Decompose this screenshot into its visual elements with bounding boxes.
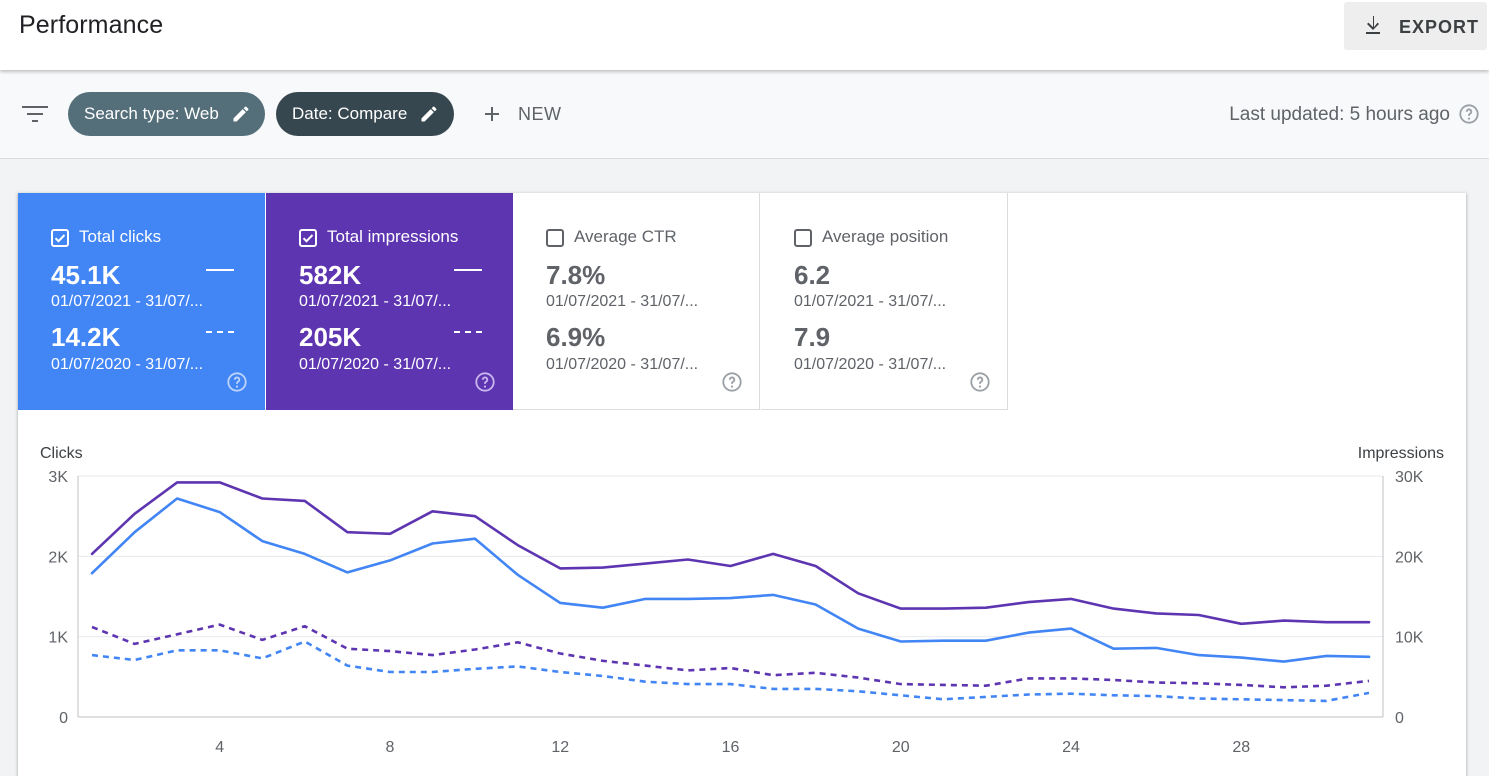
metric-date-previous: 01/07/2020 - 31/07/...	[546, 356, 699, 373]
legend-dashed-line	[454, 331, 482, 333]
checkbox-unchecked-icon[interactable]	[794, 229, 812, 247]
metric-value-previous: 6.9%	[546, 322, 606, 352]
series-line-0	[90, 497, 1371, 663]
metric-date-current: 01/07/2021 - 31/07/...	[51, 293, 204, 310]
metric-label: Total clicks	[79, 227, 162, 246]
y-tick-label-left: 1K	[48, 630, 68, 647]
metric-value-previous: 7.9	[794, 322, 831, 352]
metric-average-ctr[interactable]: Average CTR 7.8% 01/07/2021 - 31/07/... …	[513, 193, 760, 410]
metric-label: Average CTR	[574, 227, 677, 246]
export-label: EXPORT	[1399, 17, 1480, 37]
help-icon[interactable]	[226, 371, 248, 393]
y-tick-label-left: 2K	[48, 549, 68, 566]
series-line-2	[91, 640, 1370, 703]
metric-date-previous: 01/07/2020 - 31/07/...	[51, 356, 204, 373]
pencil-icon	[233, 106, 249, 122]
metric-value-current: 6.2	[794, 260, 831, 290]
legend-dashed-line	[206, 331, 234, 333]
legend-solid-line	[454, 269, 482, 271]
metric-date-current: 01/07/2021 - 31/07/...	[794, 293, 947, 310]
last-updated-text: Last updated: 5 hours ago	[1229, 104, 1450, 125]
date-chip[interactable]: Date: Compare	[276, 92, 454, 136]
plus-icon	[485, 107, 499, 121]
y-tick-label-right: 10K	[1395, 630, 1424, 647]
filter-bar: Search type: Web Date: Compare NEW Last …	[0, 70, 1489, 159]
metric-label: Average position	[822, 227, 949, 246]
metric-label: Total impressions	[327, 227, 459, 246]
checkbox-checked-icon[interactable]	[299, 229, 317, 247]
download-icon	[1366, 16, 1380, 34]
x-tick-label: 20	[892, 739, 910, 756]
x-tick-label: 12	[551, 739, 569, 756]
help-icon[interactable]	[1458, 103, 1480, 125]
x-tick-label: 16	[722, 739, 740, 756]
x-tick-label: 24	[1062, 739, 1080, 756]
metric-date-current: 01/07/2021 - 31/07/...	[299, 293, 452, 310]
y-tick-label-right: 30K	[1395, 469, 1424, 486]
y-axis-title-right: Impressions	[1358, 445, 1444, 462]
new-filter-button[interactable]: NEW	[480, 94, 562, 134]
metric-value-previous: 14.2K	[51, 322, 121, 352]
y-tick-label-left: 3K	[48, 469, 68, 486]
y-axis-title-left: Clicks	[40, 445, 83, 462]
series-line-1	[90, 481, 1371, 626]
page-title: Performance	[19, 11, 164, 39]
performance-card: Total clicks 45.1K 01/07/2021 - 31/07/..…	[18, 193, 1466, 776]
x-tick-label: 8	[386, 739, 395, 756]
metric-total-impressions[interactable]: Total impressions 582K 01/07/2021 - 31/0…	[266, 193, 513, 410]
search-type-chip[interactable]: Search type: Web	[68, 92, 265, 136]
x-tick-label: 28	[1232, 739, 1250, 756]
help-icon[interactable]	[721, 371, 743, 393]
x-tick-label: 4	[215, 739, 224, 756]
metric-value-current: 582K	[299, 260, 362, 290]
metric-date-previous: 01/07/2020 - 31/07/...	[794, 356, 947, 373]
app-header: Performance EXPORT	[0, 0, 1489, 70]
metric-value-current: 45.1K	[51, 260, 121, 290]
export-button[interactable]: EXPORT	[1344, 2, 1487, 50]
help-icon[interactable]	[969, 371, 991, 393]
series-line-3	[91, 623, 1370, 689]
performance-chart: Clicks Impressions 0 0 1K 10K 2K 20K 3K 30K 4 8 12…	[40, 445, 1444, 756]
legend-solid-line	[206, 269, 234, 271]
help-icon[interactable]	[474, 371, 496, 393]
filter-icon[interactable]	[22, 104, 48, 124]
search-type-chip-label: Search type: Web	[84, 104, 219, 123]
new-filter-label: NEW	[518, 103, 562, 124]
metric-total-clicks[interactable]: Total clicks 45.1K 01/07/2021 - 31/07/..…	[18, 193, 265, 410]
pencil-icon	[421, 106, 437, 122]
metric-date-current: 01/07/2021 - 31/07/...	[546, 293, 699, 310]
checkbox-unchecked-icon[interactable]	[546, 229, 564, 247]
date-chip-label: Date: Compare	[292, 104, 408, 123]
metric-average-position[interactable]: Average position 6.2 01/07/2021 - 31/07/…	[761, 193, 1008, 410]
metric-date-previous: 01/07/2020 - 31/07/...	[299, 356, 452, 373]
metric-value-previous: 205K	[299, 322, 362, 352]
metric-value-current: 7.8%	[546, 260, 606, 290]
y-tick-label-right: 20K	[1395, 549, 1424, 566]
y-tick-label-right: 0	[1395, 710, 1404, 727]
y-tick-label-left: 0	[59, 710, 68, 727]
checkbox-checked-icon[interactable]	[51, 229, 69, 247]
